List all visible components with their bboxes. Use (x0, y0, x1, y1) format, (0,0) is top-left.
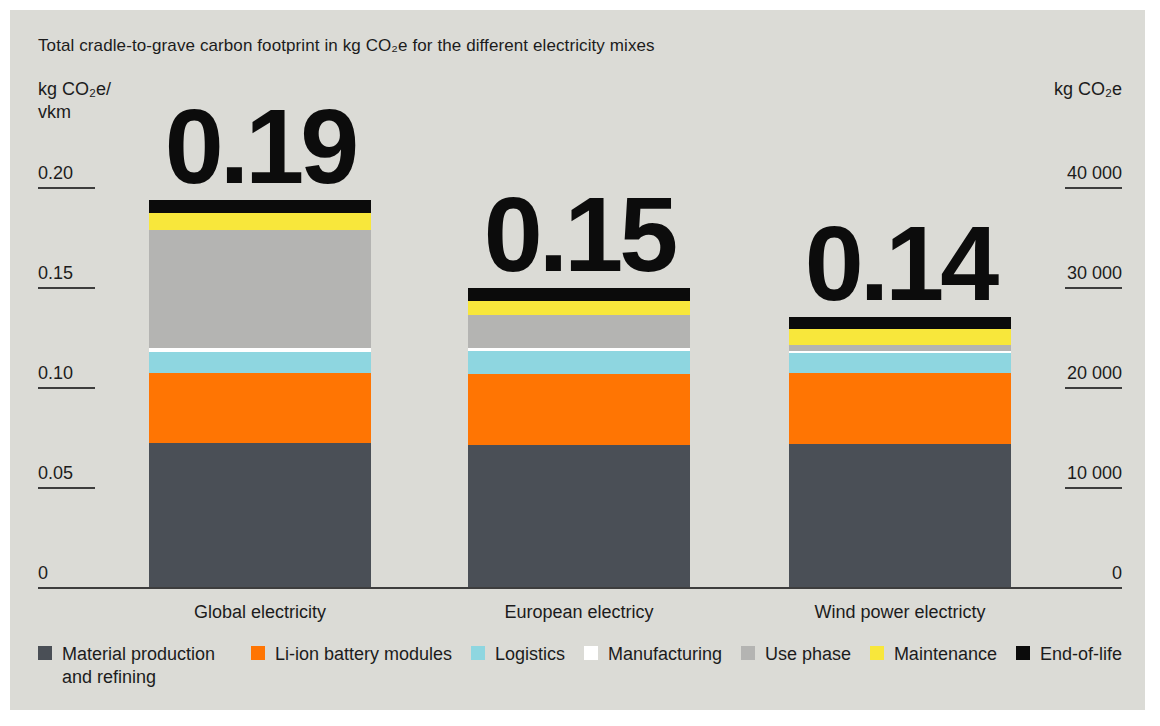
bar-segment-li-ion-battery-modules (468, 374, 690, 445)
bar-total-label: 0.19 (60, 105, 460, 188)
bar-segment-maintenance (468, 301, 690, 315)
legend-item-label: Maintenance (894, 643, 997, 666)
left-axis-tick-label: 0 (38, 564, 48, 582)
legend-swatch (38, 646, 52, 660)
bar-segment-use-phase (149, 230, 371, 348)
left-axis-tick-label: 0.10 (38, 364, 73, 382)
bar-1 (149, 200, 371, 587)
legend-swatch (741, 646, 755, 660)
right-axis-tick-label: 10 000 (1067, 464, 1122, 482)
right-axis-tick-label: 40 000 (1067, 164, 1122, 182)
legend-item: Use phase (741, 643, 851, 666)
legend-item-label: Logistics (495, 643, 565, 666)
bar-segment-logistics (149, 352, 371, 373)
bar-segment-maintenance (149, 213, 371, 230)
bar-segment-li-ion-battery-modules (789, 373, 1011, 444)
legend-swatch (251, 646, 265, 660)
bar-3 (789, 317, 1011, 587)
legend-item-label: End-of-life (1040, 643, 1122, 666)
right-axis-tick-label: 0 (1112, 564, 1122, 582)
legend-item-label: Material production and refining (62, 643, 232, 688)
bar-segment-use-phase (468, 315, 690, 348)
right-axis-tick-line (1065, 487, 1122, 489)
left-axis-tick-line (38, 387, 95, 389)
bar-segment-material-production-and-refining (149, 443, 371, 587)
legend-item: Manufacturing (584, 643, 722, 666)
legend-item: Li-ion battery modules (251, 643, 452, 666)
legend-swatch (471, 646, 485, 660)
right-axis-unit-label: kg CO₂e (1054, 78, 1122, 101)
right-axis-tick-line (1065, 187, 1122, 189)
legend-swatch (584, 646, 598, 660)
legend-swatch (1016, 646, 1030, 660)
chart-card: Total cradle-to-grave carbon footprint i… (10, 10, 1145, 710)
bar-segment-material-production-and-refining (789, 444, 1011, 587)
left-axis-tick-label: 0.15 (38, 264, 73, 282)
legend-swatch (870, 646, 884, 660)
bar-segment-maintenance (789, 329, 1011, 345)
bar-2 (468, 288, 690, 587)
bar-segment-material-production-and-refining (468, 445, 690, 587)
bar-segment-logistics (468, 351, 690, 374)
legend-item-label: Manufacturing (608, 643, 722, 666)
legend-item: Maintenance (870, 643, 997, 666)
legend-item: End-of-life (1016, 643, 1122, 666)
bar-segment-logistics (789, 353, 1011, 373)
left-axis-unit-line1: kg CO₂e/ (38, 78, 111, 101)
legend-item-label: Li-ion battery modules (275, 643, 452, 666)
left-axis-tick-line (38, 487, 95, 489)
category-label: Wind power electricty (700, 602, 1100, 623)
right-axis-tick-label: 20 000 (1067, 364, 1122, 382)
legend-item: Material production and refining (38, 643, 232, 688)
left-axis-tick-line (38, 287, 95, 289)
bar-segment-li-ion-battery-modules (149, 373, 371, 443)
x-axis-baseline (38, 587, 1122, 589)
legend: Material production and refining Li-ion b… (38, 643, 1122, 688)
left-axis-tick-label: 0.05 (38, 464, 73, 482)
bar-total-label: 0.14 (700, 222, 1100, 305)
right-axis-tick-line (1065, 387, 1122, 389)
chart-title: Total cradle-to-grave carbon footprint i… (38, 36, 655, 56)
legend-item: Logistics (471, 643, 565, 666)
legend-item-label: Use phase (765, 643, 851, 666)
